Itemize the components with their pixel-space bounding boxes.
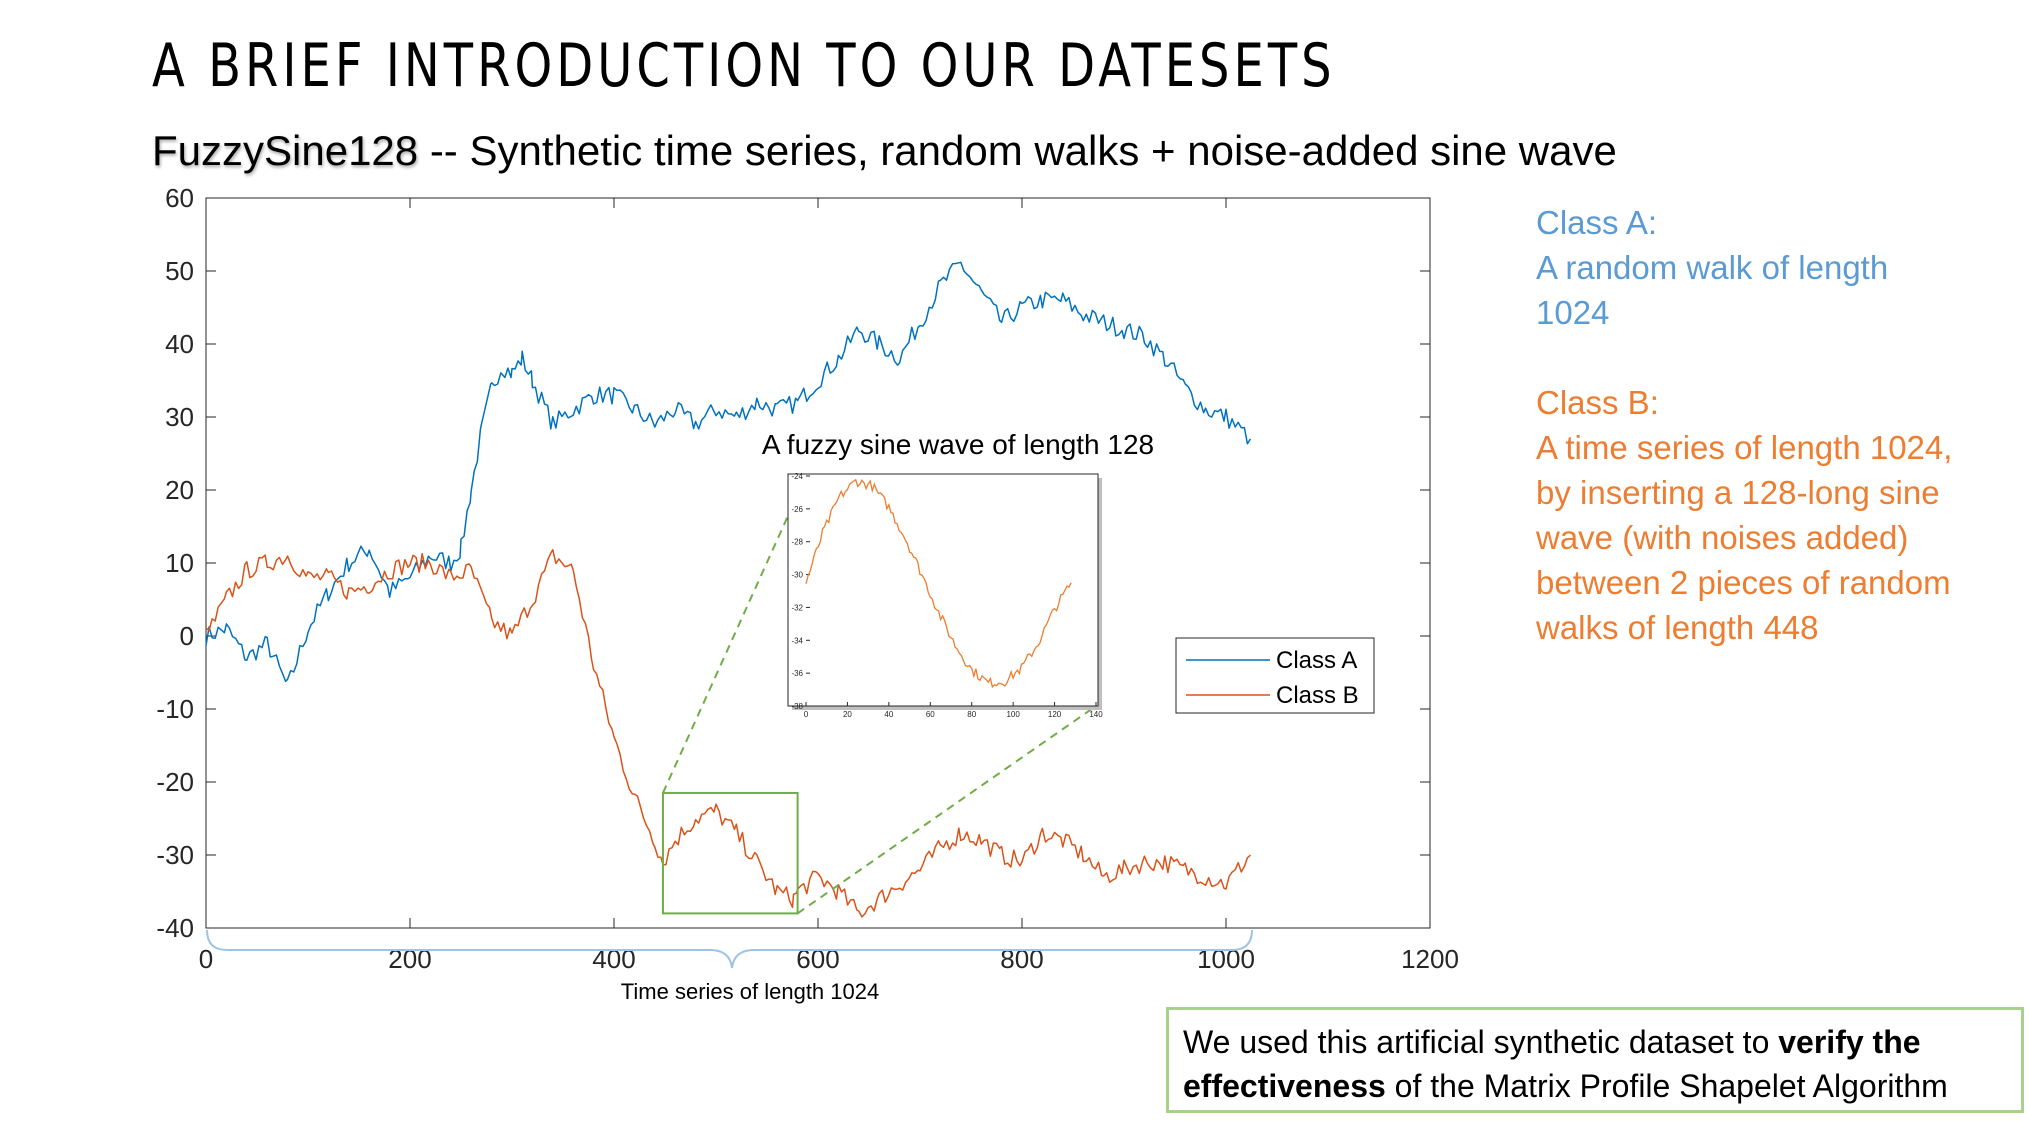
note-text-1: We used this artificial synthetic datase… <box>1183 1024 1779 1060</box>
inset-sine-line <box>805 478 1072 689</box>
inset-y-tick-label: -24 <box>791 472 803 481</box>
y-tick-label: -20 <box>156 767 194 797</box>
x-tick-label: 1000 <box>1197 944 1255 974</box>
slide-title: A BRIEF INTRODUCTION TO OUR DATESETS <box>152 31 1336 101</box>
legend-label-class-a: Class A <box>1276 647 1357 674</box>
highlight-layer <box>661 475 1097 915</box>
brace-label: Time series of length 1024 <box>621 979 879 1004</box>
inset-x-tick-label: 20 <box>843 710 852 719</box>
x-tick-label: 800 <box>1000 944 1043 974</box>
zoom-connector <box>662 475 807 794</box>
inset-x-tick-label: 120 <box>1048 710 1062 719</box>
legend-label-class-b: Class B <box>1276 682 1359 709</box>
class-b-description: Class B: A time series of length 1024, b… <box>1536 380 1956 650</box>
inset-y-tick-label: -34 <box>791 636 803 645</box>
series-line-class-b <box>205 549 1252 918</box>
inset-x-tick-label: 40 <box>884 710 893 719</box>
highlight-box <box>661 791 799 915</box>
y-tick-label: 40 <box>165 329 194 359</box>
inset-caption: A fuzzy sine wave of length 128 <box>762 429 1154 460</box>
inset-y-tick-label: -28 <box>791 538 803 547</box>
y-tick-label: 30 <box>165 402 194 432</box>
inset-x-tick-label: 80 <box>967 710 976 719</box>
y-tick-label: 10 <box>165 548 194 578</box>
dataset-name: FuzzySine128 <box>152 127 419 174</box>
y-tick-label: 20 <box>165 475 194 505</box>
x-tick-label: 0 <box>199 944 213 974</box>
class-a-heading: Class A: <box>1536 204 1658 241</box>
y-tick-label: 60 <box>165 183 194 213</box>
inset-plot-area <box>787 473 1099 707</box>
class-a-text: A random walk of length 1024 <box>1536 249 1889 331</box>
zoom-connector <box>797 705 1097 915</box>
slide-subtitle: FuzzySine128 -- Synthetic time series, r… <box>152 126 1617 176</box>
y-tick-label: 50 <box>165 256 194 286</box>
note-emphasis: verify the effectiveness <box>1183 1024 1921 1104</box>
class-a-description: Class A: A random walk of length 1024 <box>1536 200 1956 335</box>
class-b-heading: Class B: <box>1536 384 1659 421</box>
x-tick-label: 1200 <box>1401 944 1459 974</box>
length-brace <box>206 929 1253 969</box>
x-tick-label: 600 <box>796 944 839 974</box>
inset-y-tick-label: -26 <box>791 505 803 514</box>
legend-box <box>1175 637 1375 714</box>
y-tick-label: -40 <box>156 913 194 943</box>
inset-layer: 0 20 40 60 80 100 120 140 -38 -36 -34 -32 -30 -28 -26 -… <box>791 472 1103 719</box>
inset-x-tick-label: 0 <box>804 710 809 719</box>
inset-x-tick-label: 100 <box>1006 710 1020 719</box>
x-tick-label: 200 <box>388 944 431 974</box>
class-b-text: A time series of length 1024, by inserti… <box>1536 429 1953 646</box>
inset-y-tick-label: -30 <box>791 571 803 580</box>
subtitle-description: -- Synthetic time series, random walks +… <box>418 127 1617 174</box>
inset-y-tick-label: -36 <box>791 669 803 678</box>
note-text-2: of the Matrix Profile Shapelet Algorithm <box>1385 1068 1948 1104</box>
y-tick-label: -30 <box>156 840 194 870</box>
inset-y-tick-label: -32 <box>791 603 803 612</box>
inset-x-tick-label: 140 <box>1089 710 1103 719</box>
x-tick-label: 400 <box>592 944 635 974</box>
inset-y-tick-label: -38 <box>791 702 803 711</box>
note-box: We used this artificial synthetic datase… <box>1166 1007 2024 1113</box>
y-tick-label: 0 <box>180 621 194 651</box>
series-layer <box>205 261 1252 918</box>
inset-x-tick-label: 60 <box>926 710 935 719</box>
y-tick-label: -10 <box>156 694 194 724</box>
axis-layer: 0 200 400 600 800 1000 1200-40-30-20-100102030… <box>156 183 1459 974</box>
